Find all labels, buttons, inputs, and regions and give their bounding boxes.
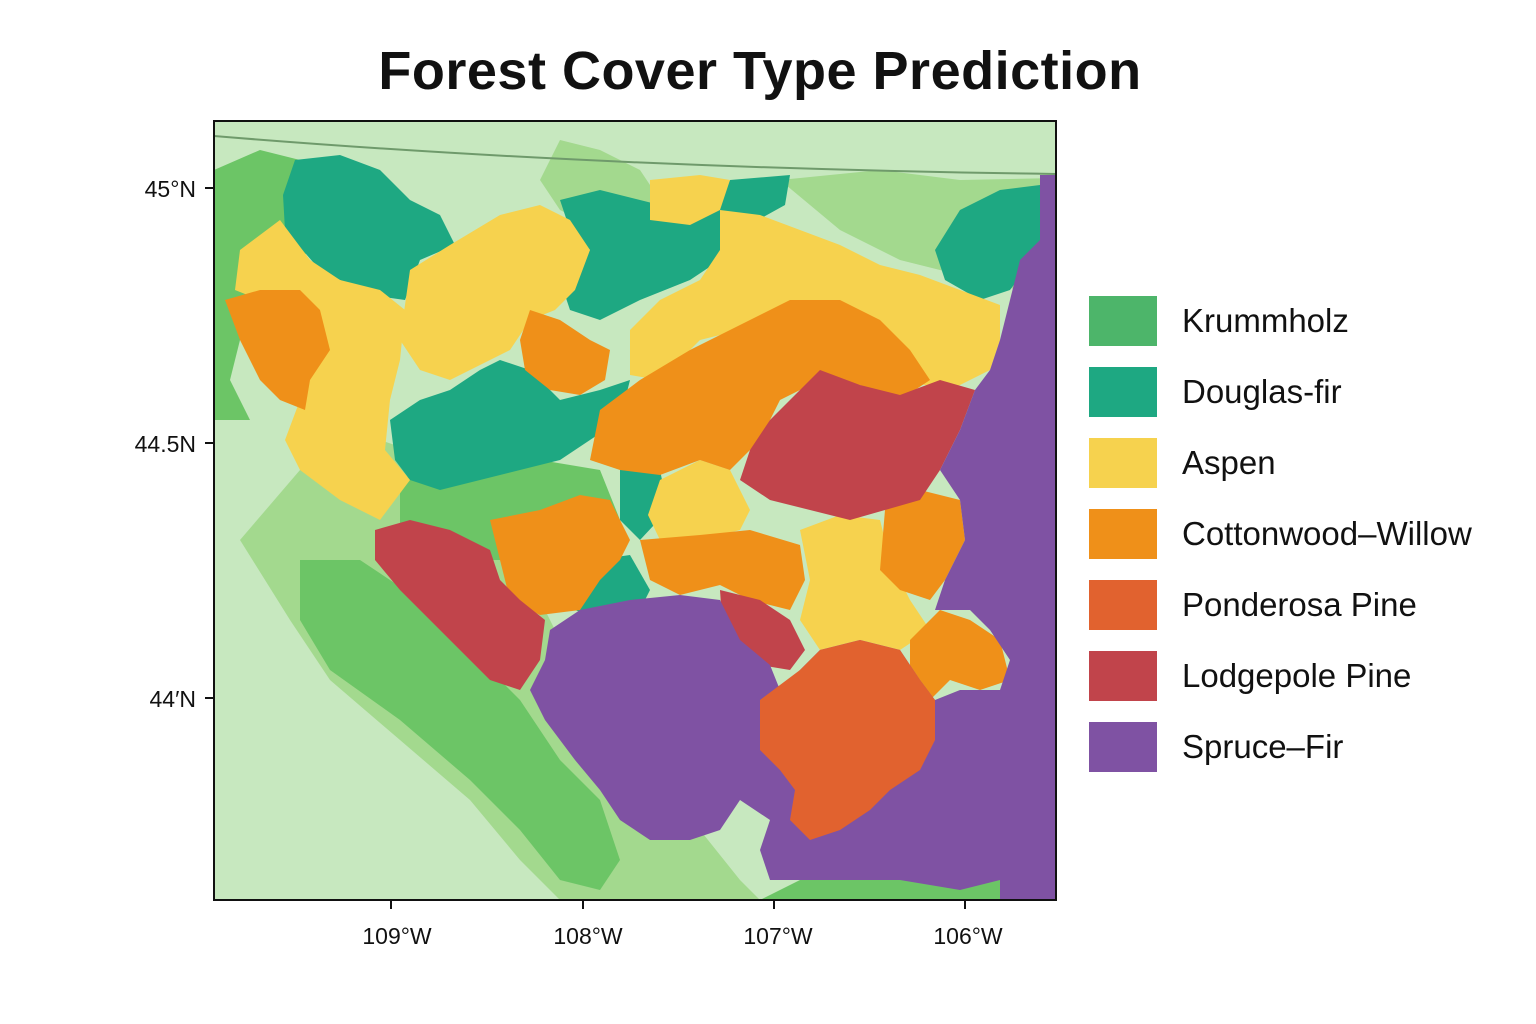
legend-swatch [1089,580,1157,630]
legend-item-cottonwood-willow: Cottonwood–Willow [1089,509,1529,559]
region-douglas-fir-northwest [283,155,455,300]
x-axis: 109°W 108°W 107°W 106°W [362,900,1003,949]
legend-item-douglas-fir: Douglas-fir [1089,367,1529,417]
region-aspen-north [650,175,730,225]
legend-label: Lodgepole Pine [1182,657,1412,694]
legend-label: Spruce–Fir [1182,728,1344,765]
region-aspen-northcentral [400,205,590,380]
x-tick-label: 109°W [362,923,432,949]
map-title: Forest Cover Type Prediction [378,41,1142,101]
map-frame [213,120,1057,901]
region-cottonwood-south [490,495,630,615]
region-lodgepole-pine-southwest [375,520,545,690]
region-cottonwood-east [880,490,965,600]
legend-item-aspen: Aspen [1089,438,1529,488]
region-cottonwood-central [590,300,930,475]
legend-item-krummholz: Krummholz [1089,296,1529,346]
legend-label: Krummholz [1182,302,1349,339]
boundary-line [214,135,1056,175]
y-tick-label: 45°N [145,176,196,202]
legend-item-ponderosa-pine: Ponderosa Pine [1089,580,1529,630]
map-area [214,121,1056,900]
region-douglas-fir-north [560,175,790,320]
legend-swatch [1089,509,1157,559]
legend-label: Aspen [1182,444,1276,481]
legend-label: Ponderosa Pine [1182,586,1417,623]
legend-item-lodgepole-pine: Lodgepole Pine [1089,651,1529,701]
region-lodgepole-pine-east [740,370,975,520]
legend-swatch [1089,651,1157,701]
legend-swatch [1089,367,1157,417]
legend-item-spruce-fir: Spruce–Fir [1089,722,1529,772]
legend-swatch [1089,722,1157,772]
region-lodgepole-pine-small [720,590,805,670]
y-tick-label: 44′N [149,686,196,712]
region-douglas-fir-northeast [935,185,1040,300]
legend-swatch [1089,438,1157,488]
x-tick-label: 106°W [933,923,1003,949]
region-ponderosa-pine [760,640,935,840]
region-cottonwood-southeast [910,610,1010,700]
terrain-green-region-southwest [300,560,620,890]
x-tick-label: 107°W [743,923,813,949]
region-aspen-southcentral [800,515,930,650]
region-aspen-center [648,460,750,540]
legend-label: Cottonwood–Willow [1182,515,1472,552]
region-cottonwood-west [225,290,330,410]
legend-swatch [1089,296,1157,346]
y-tick-label: 44.5N [135,431,196,457]
legend-label: Douglas-fir [1182,373,1342,410]
region-cottonwood-north [520,310,610,395]
x-tick-label: 108°W [553,923,623,949]
region-douglas-fir-central [390,360,630,490]
region-cottonwood-southcentral [640,530,805,610]
y-axis: 45°N 44.5N 44′N [135,176,214,712]
